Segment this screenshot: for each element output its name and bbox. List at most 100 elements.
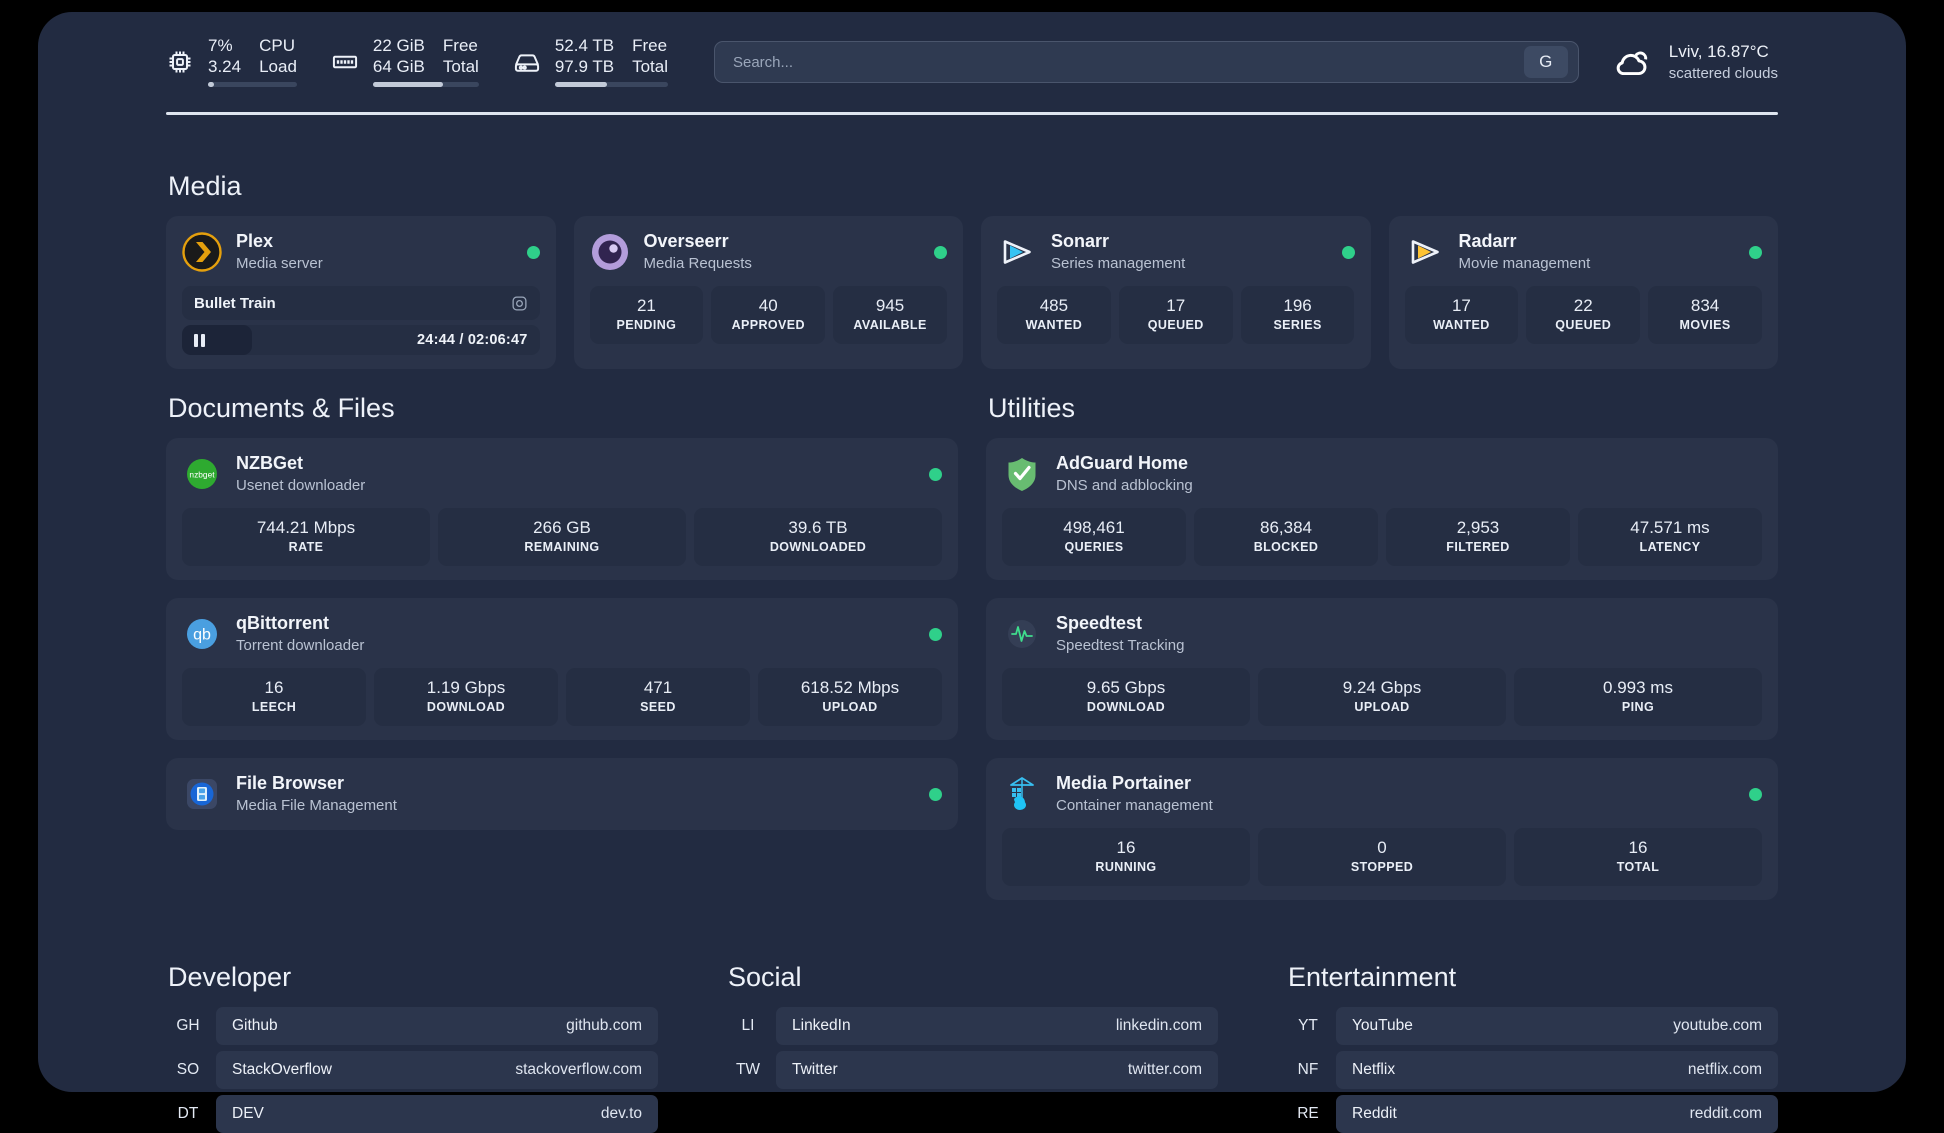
stat-label: REMAINING: [524, 540, 600, 554]
bookmark-url: github.com: [566, 1017, 642, 1034]
search-engine-button[interactable]: G: [1523, 46, 1568, 78]
disk-label-bottom: Total: [632, 57, 668, 76]
bookmark-link[interactable]: DEV dev.to: [216, 1095, 658, 1133]
stat-value: 39.6 TB: [788, 518, 848, 537]
service-description: DNS and adblocking: [1056, 477, 1193, 494]
bookmark-row[interactable]: NF Netflix netflix.com: [1286, 1051, 1778, 1089]
bookmark-link[interactable]: YouTube youtube.com: [1336, 1007, 1778, 1045]
memory-widget[interactable]: 22 GiB 64 GiB Free Total: [331, 35, 479, 89]
weather-location-temperature: Lviv, 16.87°C: [1668, 41, 1769, 61]
stat-label: DOWNLOADED: [769, 540, 867, 554]
bookmark-name: StackOverflow: [232, 1061, 332, 1078]
service-name: Sonarr: [1051, 231, 1110, 251]
stat-value: 9.65 Gbps: [1086, 678, 1166, 697]
bookmark-group-social: Social LI LinkedIn linkedin.com TW Twitt…: [726, 962, 1218, 1133]
stat-value: 834: [1690, 296, 1720, 315]
bookmark-abbr: LI: [741, 1017, 755, 1034]
stat-tile: 16 TOTAL: [1514, 828, 1762, 886]
cpu-load-value: 3.24: [208, 57, 242, 76]
stat-tile: 40 APPROVED: [711, 286, 826, 344]
top-bar: 7% 3.24 CPU Load: [166, 12, 1778, 98]
service-card-sonarr[interactable]: Sonarr Series management 485 WANTED 17 Q…: [981, 216, 1371, 369]
stat-tile: 471 SEED: [566, 668, 750, 726]
stat-value: 471: [643, 678, 673, 697]
service-card-overseerr[interactable]: Overseerr Media Requests 21 PENDING 40 A…: [573, 216, 963, 369]
service-card-nzbget[interactable]: nzbget NZBGet Usenet downloader 744.21 M…: [166, 438, 958, 580]
bookmark-link[interactable]: Twitter twitter.com: [776, 1051, 1218, 1089]
cpu-label-top: CPU: [259, 36, 295, 55]
playback-progress-bar[interactable]: [182, 325, 252, 355]
stat-value: 0.993 ms: [1603, 678, 1673, 697]
memory-label-top: Free: [442, 36, 478, 55]
service-card-adguard-home[interactable]: AdGuard Home DNS and adblocking 498,461 …: [986, 438, 1778, 580]
svg-text:qb: qb: [193, 627, 211, 644]
bookmark-name: Twitter: [792, 1061, 838, 1078]
bookmark-row[interactable]: RE Reddit reddit.com: [1286, 1095, 1778, 1133]
service-card-file-browser[interactable]: File Browser Media File Management: [166, 758, 958, 830]
disk-widget[interactable]: 52.4 TB 97.9 TB Free Total: [513, 35, 668, 89]
stat-tile: 945 AVAILABLE: [833, 286, 947, 344]
stat-label: UPLOAD: [822, 700, 878, 714]
bookmark-link[interactable]: LinkedIn linkedin.com: [776, 1007, 1218, 1045]
weather-widget[interactable]: Lviv, 16.87°C scattered clouds: [1611, 41, 1778, 84]
pause-icon[interactable]: [194, 333, 205, 347]
service-card-speedtest[interactable]: Speedtest Speedtest Tracking 9.65 Gbps D…: [986, 598, 1778, 740]
service-name: NZBGet: [236, 453, 303, 473]
service-card-qbittorrent[interactable]: qb qBittorrent Torrent downloader 16 LEE…: [166, 598, 958, 740]
bookmark-row[interactable]: TW Twitter twitter.com: [726, 1051, 1218, 1089]
stat-label: SERIES: [1273, 318, 1322, 332]
service-name: AdGuard Home: [1056, 453, 1189, 473]
memory-total-value: 64 GiB: [372, 57, 425, 76]
service-card-radarr[interactable]: Radarr Movie management 17 WANTED 22 QUE…: [1388, 216, 1778, 369]
stat-value: 744.21 Mbps: [256, 518, 356, 537]
documents-section-title: Documents & Files: [168, 393, 395, 423]
stat-label: TOTAL: [1616, 860, 1660, 874]
status-badge-online: [1749, 787, 1762, 801]
stat-value: 2,953: [1456, 518, 1500, 537]
status-badge-online: [1341, 245, 1355, 259]
stat-tile: 834 MOVIES: [1648, 286, 1762, 344]
bookmark-link[interactable]: Reddit reddit.com: [1336, 1095, 1778, 1133]
stat-value: 266 GB: [533, 518, 591, 537]
stat-tile: 16 LEECH: [182, 668, 366, 726]
bookmark-row[interactable]: YT YouTube youtube.com: [1286, 1007, 1778, 1045]
cpu-widget[interactable]: 7% 3.24 CPU Load: [166, 35, 297, 89]
overseerr-logo-icon: [590, 232, 630, 272]
bookmark-row[interactable]: LI LinkedIn linkedin.com: [726, 1007, 1218, 1045]
bookmark-name: DEV: [232, 1105, 264, 1122]
plex-logo-icon: [182, 232, 222, 272]
nzbget-logo-icon: nzbget: [182, 454, 222, 494]
bookmark-link[interactable]: StackOverflow stackoverflow.com: [216, 1051, 658, 1089]
bookmark-row[interactable]: GH Github github.com: [166, 1007, 658, 1045]
stat-tile: 485 WANTED: [997, 286, 1111, 344]
stat-tile: 22 QUEUED: [1526, 286, 1641, 344]
service-description: Torrent downloader: [236, 637, 365, 654]
bookmark-abbr: NF: [1297, 1061, 1319, 1078]
bookmark-link[interactable]: Github github.com: [216, 1007, 658, 1045]
service-description: Series management: [1051, 255, 1186, 272]
service-name: Media Portainer: [1056, 773, 1192, 793]
memory-usage-bar: [372, 82, 479, 87]
service-card-media-portainer[interactable]: Media Portainer Container management 16 …: [986, 758, 1778, 900]
bookmark-url: netflix.com: [1687, 1061, 1762, 1078]
service-name: Plex: [236, 231, 274, 251]
bookmark-link[interactable]: Netflix netflix.com: [1336, 1051, 1778, 1089]
service-card-plex[interactable]: Plex Media server Bullet Train: [166, 216, 556, 369]
memory-used-value: 22 GiB: [372, 36, 425, 55]
bookmark-row[interactable]: DT DEV dev.to: [166, 1095, 658, 1133]
bookmark-url: youtube.com: [1673, 1017, 1762, 1034]
stat-label: UPLOAD: [1354, 700, 1410, 714]
bookmark-url: dev.to: [600, 1105, 642, 1122]
service-name: Overseerr: [643, 231, 729, 251]
cpu-usage-value: 7%: [208, 36, 233, 55]
bookmark-abbr: SO: [176, 1061, 200, 1078]
search-bar[interactable]: G: [713, 41, 1579, 83]
disk-label-top: Free: [632, 36, 668, 55]
memory-label-bottom: Total: [442, 57, 479, 76]
bookmark-url: reddit.com: [1689, 1105, 1762, 1122]
bookmark-name: LinkedIn: [792, 1017, 851, 1034]
search-input[interactable]: [732, 53, 1524, 71]
memory-usage-bar-fill: [372, 82, 443, 87]
hard-drive-icon: [513, 48, 541, 76]
bookmark-row[interactable]: SO StackOverflow stackoverflow.com: [166, 1051, 658, 1089]
